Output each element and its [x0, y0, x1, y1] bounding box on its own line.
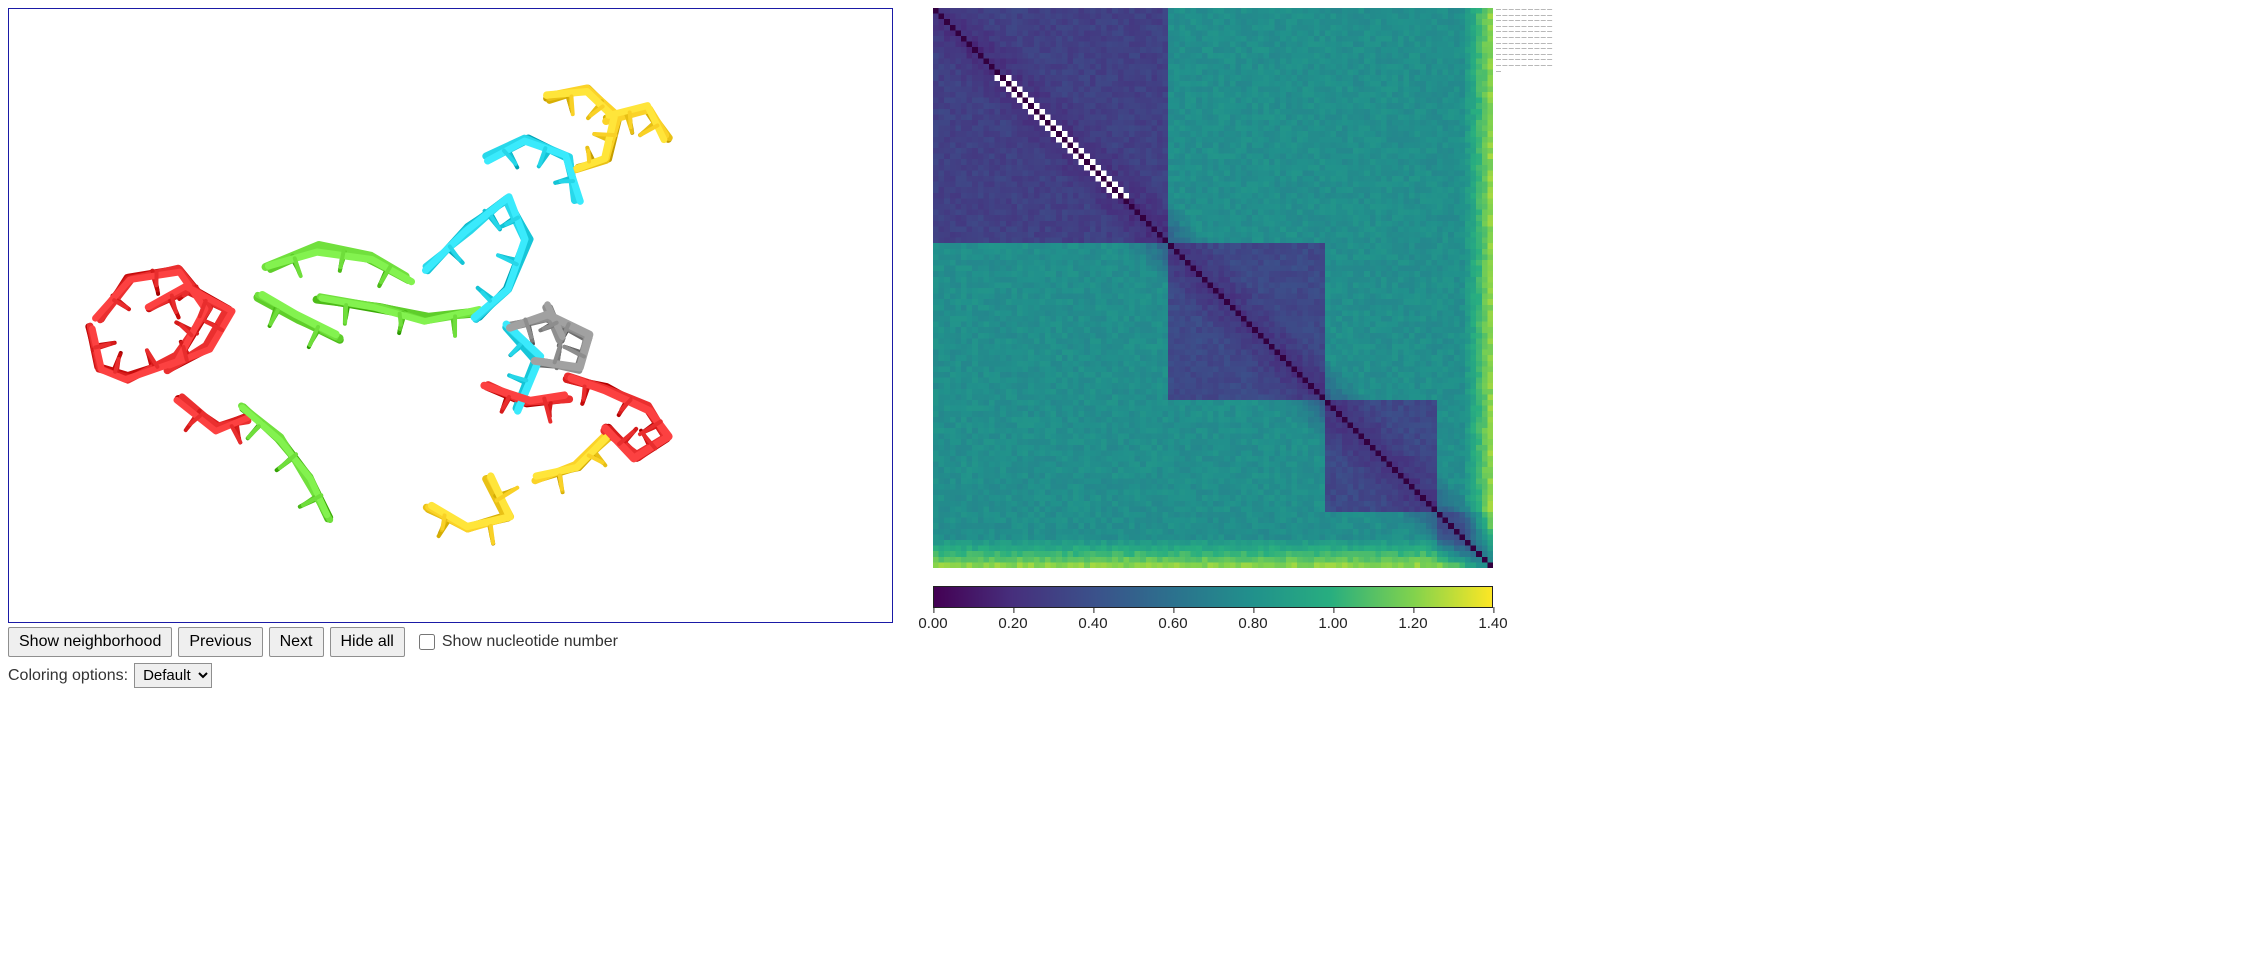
colorbar-ticks: 0.000.200.400.600.801.001.201.40 [933, 615, 1493, 643]
coloring-options-select[interactable]: Default [134, 663, 212, 688]
colorbar-tick: 0.00 [918, 615, 947, 632]
structure-viewer[interactable] [8, 8, 893, 623]
show-neighborhood-button[interactable]: Show neighborhood [8, 627, 172, 657]
rmsd-heatmap[interactable] [933, 8, 1493, 568]
colorbar-tick: 0.60 [1158, 615, 1187, 632]
colorbar-wrap: 0.000.200.400.600.801.001.201.40 [933, 586, 1493, 643]
colorbar-tick: 0.80 [1238, 615, 1267, 632]
main-layout: Show neighborhood Previous Next Hide all… [8, 8, 2242, 688]
colorbar-tick: 1.40 [1478, 615, 1507, 632]
colorbar-tick: 1.00 [1318, 615, 1347, 632]
colorbar [933, 586, 1493, 608]
previous-button[interactable]: Previous [178, 627, 262, 657]
right-pane: — — — — — — — — — — — — — — — — — — — — … [933, 8, 1553, 643]
next-button[interactable]: Next [269, 627, 324, 657]
heatmap-row-labels: — — — — — — — — — — — — — — — — — — — — … [1493, 8, 1553, 568]
coloring-row: Coloring options: Default [8, 663, 893, 688]
heatmap-wrap: — — — — — — — — — — — — — — — — — — — — … [933, 8, 1553, 568]
colorbar-tick: 0.40 [1078, 615, 1107, 632]
hide-all-button[interactable]: Hide all [330, 627, 405, 657]
structure-svg [9, 9, 892, 622]
colorbar-tick: 1.20 [1398, 615, 1427, 632]
colorbar-tick: 0.20 [998, 615, 1027, 632]
show-nucleotide-checkbox-wrap[interactable]: Show nucleotide number [415, 631, 618, 653]
coloring-options-label: Coloring options: [8, 667, 128, 685]
controls-row: Show neighborhood Previous Next Hide all… [8, 627, 893, 657]
show-nucleotide-label: Show nucleotide number [442, 633, 618, 651]
show-nucleotide-checkbox[interactable] [419, 634, 435, 650]
left-pane: Show neighborhood Previous Next Hide all… [8, 8, 893, 688]
